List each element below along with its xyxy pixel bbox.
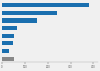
Bar: [2, 41, 13, 46]
Bar: [2, 26, 17, 30]
Bar: [2, 11, 57, 15]
Bar: [2, 3, 89, 7]
Bar: [2, 34, 14, 38]
Bar: [2, 49, 9, 53]
Bar: [2, 18, 37, 23]
Bar: [2, 57, 14, 61]
